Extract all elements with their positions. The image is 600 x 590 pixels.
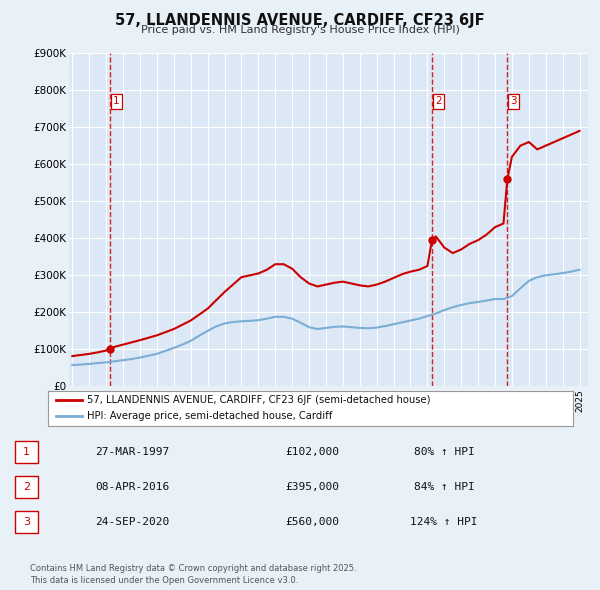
Text: 57, LLANDENNIS AVENUE, CARDIFF, CF23 6JF (semi-detached house): 57, LLANDENNIS AVENUE, CARDIFF, CF23 6JF… (88, 395, 431, 405)
Text: 08-APR-2016: 08-APR-2016 (95, 482, 169, 492)
Text: £560,000: £560,000 (285, 517, 339, 527)
Text: HPI: Average price, semi-detached house, Cardiff: HPI: Average price, semi-detached house,… (88, 411, 333, 421)
Text: 24-SEP-2020: 24-SEP-2020 (95, 517, 169, 527)
Text: 84% ↑ HPI: 84% ↑ HPI (413, 482, 475, 492)
Text: 2: 2 (435, 96, 442, 106)
Text: 27-MAR-1997: 27-MAR-1997 (95, 447, 169, 457)
Text: 124% ↑ HPI: 124% ↑ HPI (410, 517, 478, 527)
Text: Contains HM Land Registry data © Crown copyright and database right 2025.
This d: Contains HM Land Registry data © Crown c… (30, 565, 356, 585)
Text: 3: 3 (23, 517, 30, 527)
Text: 1: 1 (23, 447, 30, 457)
Text: 2: 2 (23, 482, 30, 492)
Text: £102,000: £102,000 (285, 447, 339, 457)
Text: 3: 3 (511, 96, 517, 106)
Text: Price paid vs. HM Land Registry's House Price Index (HPI): Price paid vs. HM Land Registry's House … (140, 25, 460, 35)
Text: 57, LLANDENNIS AVENUE, CARDIFF, CF23 6JF: 57, LLANDENNIS AVENUE, CARDIFF, CF23 6JF (115, 13, 485, 28)
Text: £395,000: £395,000 (285, 482, 339, 492)
Text: 1: 1 (113, 96, 120, 106)
Text: 80% ↑ HPI: 80% ↑ HPI (413, 447, 475, 457)
